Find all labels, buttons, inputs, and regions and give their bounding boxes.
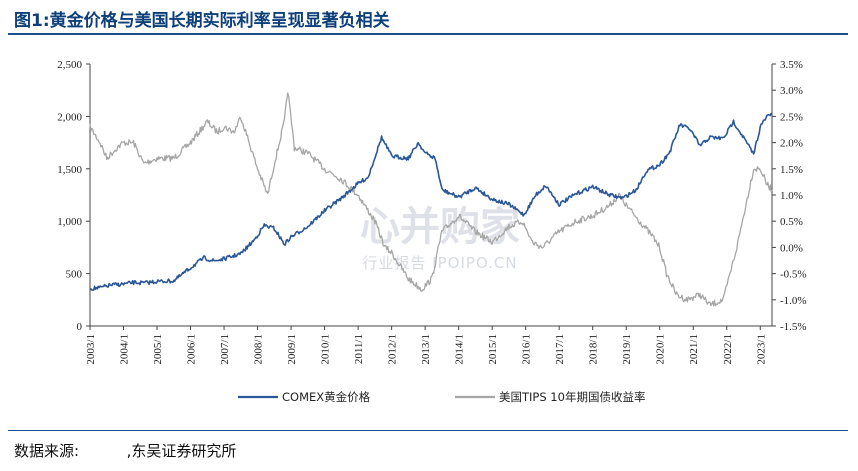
series-line-tips xyxy=(89,92,773,307)
y-right-tick-label: -0.5% xyxy=(780,269,807,281)
figure-title: 图1:黄金价格与美国长期实际利率呈现显著负相关 xyxy=(14,11,390,31)
y-left-tick-label: 500 xyxy=(66,269,83,281)
data-source: 数据来源: ,东吴证券研究所 xyxy=(14,440,236,461)
y-right-tick-label: 0.5% xyxy=(780,216,803,228)
y-right-tick-label: 3.5% xyxy=(780,59,803,71)
x-tick-label: 2021/1 xyxy=(688,334,700,365)
x-tick-label: 2007/1 xyxy=(219,334,231,365)
legend-label: COMEX黄金价格 xyxy=(282,390,371,404)
y-right-tick-label: 0.0% xyxy=(780,242,803,254)
watermark-sub: 行业报告 IPOIPO.CN xyxy=(362,254,517,272)
y-right-tick-label: -1.5% xyxy=(780,321,807,333)
chart-axes: 0 500 1,000 1,500 2,000 2,500 -1.5% -1.0% -0.5% 0… xyxy=(57,59,806,365)
source-label: 数据来源: xyxy=(14,442,80,460)
x-tick-label: 2023/1 xyxy=(755,334,767,365)
x-tick-label: 2022/1 xyxy=(722,334,734,365)
chart-legend: COMEX黄金价格 美国TIPS 10年期国债收益率 xyxy=(238,390,645,404)
x-tick-label: 2010/1 xyxy=(320,334,332,365)
x-tick-label: 2013/1 xyxy=(420,334,432,365)
y-right-tick-label: 2.0% xyxy=(780,138,803,150)
x-tick-label: 2017/1 xyxy=(554,334,566,365)
y-right-tick-label: -1.0% xyxy=(780,295,807,307)
source-value: ,东吴证券研究所 xyxy=(126,442,237,460)
y-right-tick-label: 2.5% xyxy=(780,111,803,123)
source-rule xyxy=(8,430,848,431)
title-rule xyxy=(8,33,848,35)
x-tick-label: 2011/1 xyxy=(353,334,365,364)
y-right-tick-label: 1.5% xyxy=(780,164,803,176)
x-tick-label: 2016/1 xyxy=(521,334,533,365)
x-tick-label: 2003/1 xyxy=(85,334,97,365)
series-line-gold xyxy=(89,112,773,291)
x-tick-label: 2019/1 xyxy=(621,334,633,365)
x-tick-label: 2006/1 xyxy=(186,334,198,365)
x-tick-label: 2005/1 xyxy=(152,334,164,365)
x-tick-label: 2012/1 xyxy=(387,334,399,365)
y-left-tick-label: 1,500 xyxy=(57,164,82,176)
x-tick-label: 2015/1 xyxy=(487,334,499,365)
x-tick-label: 2004/1 xyxy=(119,334,131,365)
line-chart: 心并购家 行业报告 IPOIPO.CN 05001,0001,5002,0002… xyxy=(57,59,806,404)
series-layer xyxy=(89,92,773,307)
y-right-tick-label: 1.0% xyxy=(780,190,803,202)
y-left-tick-label: 0 xyxy=(77,321,83,333)
x-tick-label: 2009/1 xyxy=(286,334,298,365)
x-tick-label: 2018/1 xyxy=(588,334,600,365)
y-right-tick-label: 3.0% xyxy=(780,85,803,97)
y-left-tick-label: 2,500 xyxy=(57,59,82,71)
x-tick-label: 2020/1 xyxy=(655,334,667,365)
y-left-tick-label: 2,000 xyxy=(57,111,82,123)
legend-label: 美国TIPS 10年期国债收益率 xyxy=(499,390,645,404)
x-tick-label: 2014/1 xyxy=(454,334,466,365)
y-left-tick-label: 1,000 xyxy=(57,216,82,228)
x-tick-label: 2008/1 xyxy=(253,334,265,365)
